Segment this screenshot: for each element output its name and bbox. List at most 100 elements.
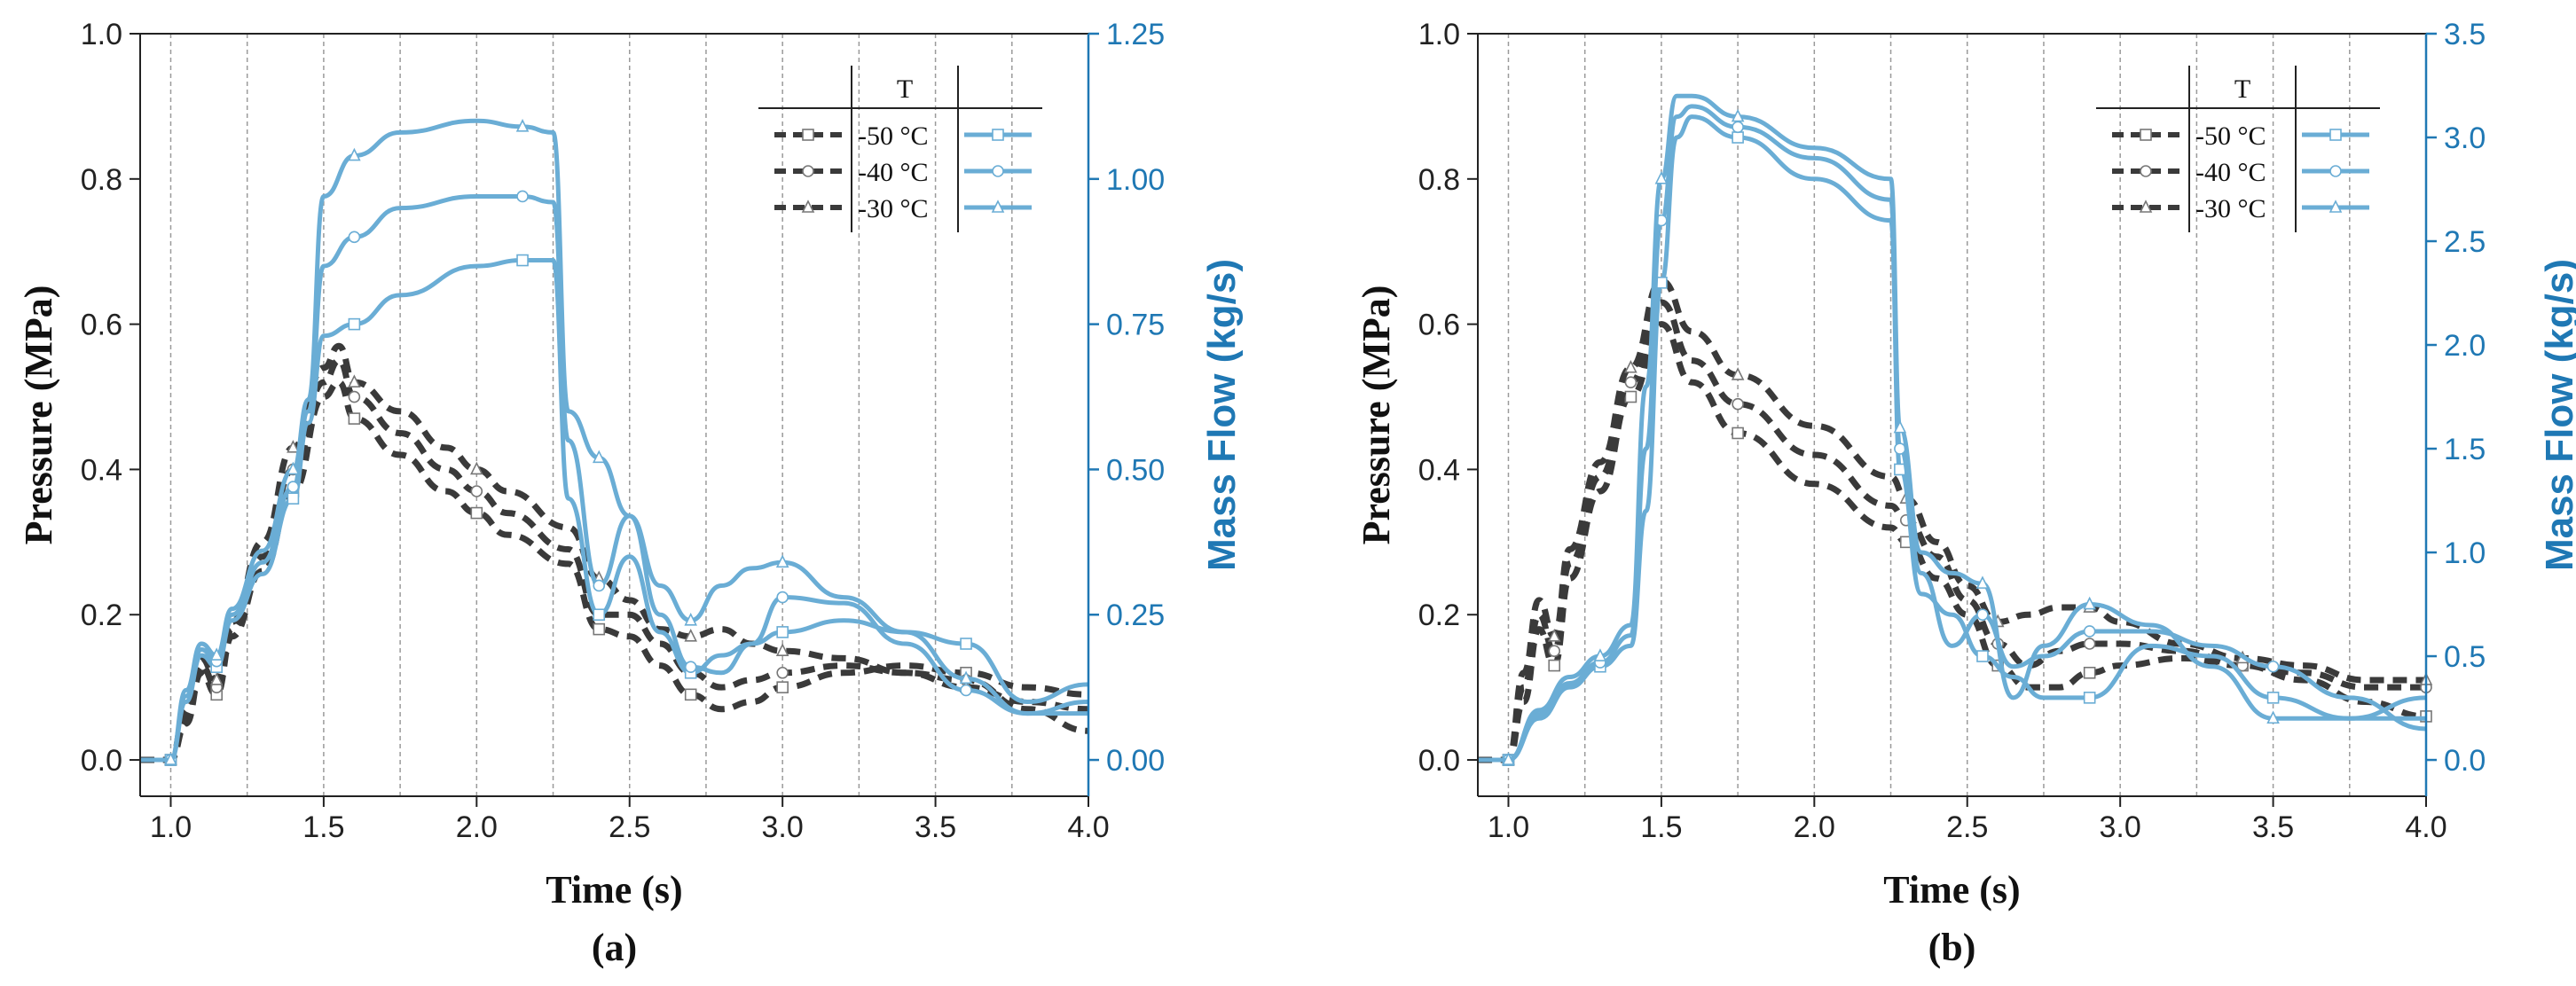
y-left-tick-label: 0.4 [1418, 453, 1460, 487]
series-marker [2083, 625, 2096, 638]
series-marker [2083, 666, 2096, 679]
series-marker [1976, 608, 1989, 622]
y-right-tick-label: 1.25 [1106, 18, 1165, 51]
series-marker [1502, 752, 1515, 765]
series-marker [1975, 575, 1990, 589]
y-right-tick-label: 0.25 [1106, 599, 1165, 632]
x-tick-label: 3.0 [762, 810, 804, 844]
legend: T -50 °C -40 °C -30 °C [758, 66, 1042, 232]
series-marker [1593, 648, 1607, 661]
series-marker [1894, 463, 1906, 476]
series-marker [348, 374, 361, 387]
x-tick-label: 1.5 [302, 810, 344, 844]
x-tick-label: 2.0 [456, 810, 498, 844]
legend-title: T [897, 74, 913, 104]
series-marker [1731, 108, 1745, 122]
y-right-tick-label: 2.5 [2444, 225, 2486, 259]
series-marker [776, 681, 789, 693]
series-marker [1976, 650, 1989, 662]
series-marker [1654, 171, 1669, 184]
panel-label: (a) [592, 926, 637, 969]
series-marker [775, 643, 789, 656]
series-marker [470, 461, 483, 475]
series-line [139, 379, 1089, 763]
series-marker [470, 506, 483, 520]
legend-massflow-marker [2329, 165, 2342, 177]
series-marker [348, 390, 361, 403]
series-marker [592, 450, 606, 464]
series-line [1477, 93, 2426, 763]
legend-title: T [2234, 74, 2250, 104]
x-axis-label: Time (s) [1883, 868, 2020, 912]
series-line [1477, 299, 2426, 763]
y-left-tick-label: 0.2 [81, 599, 122, 632]
x-tick-label: 1.0 [150, 810, 192, 844]
series-marker [593, 608, 606, 622]
y-right-tick-label: 0.50 [1106, 453, 1165, 487]
legend-massflow-marker [992, 165, 1004, 177]
series-marker [348, 231, 361, 244]
legend-massflow-marker [992, 129, 1004, 141]
series-marker [164, 752, 177, 765]
series-line [1477, 321, 2427, 763]
legend-entry-label: -30 °C [2195, 194, 2266, 223]
series-marker [287, 492, 300, 505]
y-left-tick-label: 0.8 [81, 163, 122, 197]
chart-panel-b: 1.0 1.5 2.0 2.5 3.0 3.5 4.0 0.0 0.2 0.4 0.6 0.8 1.0 0… [1355, 18, 2576, 969]
y-left-tick-label: 0.6 [81, 309, 122, 342]
chart-panel-a: 1.0 1.5 2.0 2.5 3.0 3.5 4.00.00.20.40.60.81.00… [17, 18, 1244, 969]
series-marker [1547, 629, 1561, 642]
legend-pressure-marker [2140, 129, 2152, 141]
series-marker [959, 670, 973, 685]
series-marker [2083, 596, 2096, 610]
y-right-tick-label: 3.5 [2444, 18, 2486, 51]
legend-massflow-marker [2329, 200, 2343, 213]
y-right-tick-label: 1.5 [2444, 433, 2486, 466]
series-marker [1548, 659, 1561, 672]
series-marker [775, 554, 789, 568]
legend-pressure-marker [802, 165, 814, 177]
series-marker [516, 254, 529, 267]
legend-pressure-marker [801, 200, 815, 213]
series-marker [2266, 692, 2280, 704]
x-axis-label: Time (s) [546, 868, 682, 912]
y-left-tick-label: 1.0 [81, 18, 122, 51]
y-left-tick-label: 1.0 [1418, 18, 1460, 51]
y-left-tick-label: 0.2 [1418, 599, 1460, 632]
y-left-tick-label: 0.8 [1418, 163, 1460, 197]
series-line [139, 118, 1088, 763]
series-marker [1732, 121, 1744, 134]
series-marker [1624, 376, 1637, 388]
series-marker [593, 622, 606, 636]
series-marker [1624, 390, 1637, 403]
x-tick-label: 3.5 [915, 810, 956, 844]
series-marker [2266, 710, 2280, 724]
y-left-axis-label: Pressure (MPa) [1355, 286, 1398, 545]
series-marker [776, 626, 789, 638]
series-marker [593, 579, 606, 592]
x-tick-label: 2.5 [1946, 810, 1988, 844]
y-left-tick-label: 0.4 [81, 453, 122, 487]
x-tick-label: 3.5 [2252, 810, 2294, 844]
series-marker [2266, 660, 2280, 673]
legend-entry-label: -30 °C [858, 194, 929, 223]
x-tick-label: 4.0 [2405, 810, 2446, 844]
x-tick-label: 4.0 [1067, 810, 1109, 844]
series-marker [960, 638, 972, 650]
y-left-axis-label: Pressure (MPa) [17, 286, 60, 545]
x-tick-label: 3.0 [2100, 810, 2141, 844]
series-line [1477, 277, 2426, 763]
series-marker [348, 412, 361, 425]
y-right-axis-label: Mass Flow (kg/s) [2538, 259, 2576, 571]
y-right-tick-label: 2.0 [2444, 329, 2486, 363]
series-marker [515, 119, 530, 132]
y-right-tick-label: 0.75 [1106, 309, 1165, 342]
legend-massflow-marker [991, 200, 1005, 213]
y-right-axis-label: Mass Flow (kg/s) [1200, 259, 1244, 571]
x-tick-label: 1.5 [1640, 810, 1682, 844]
series-marker [776, 666, 789, 679]
x-tick-label: 1.0 [1488, 810, 1529, 844]
series-marker [470, 485, 483, 497]
legend: T -50 °C -40 °C -30 °C [2096, 66, 2380, 232]
